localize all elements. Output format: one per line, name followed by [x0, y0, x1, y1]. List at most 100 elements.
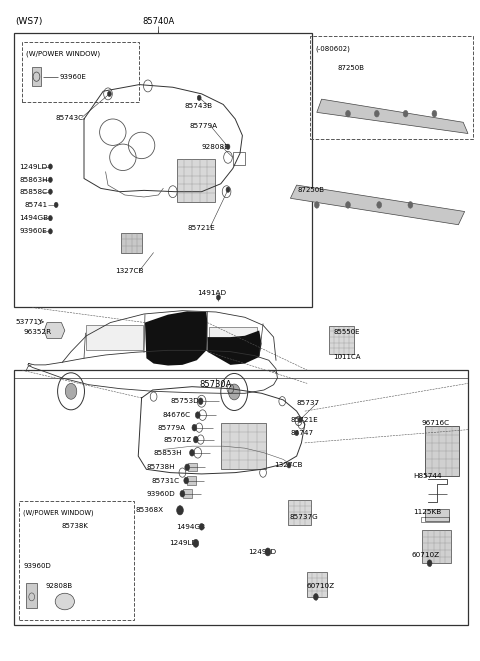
Bar: [209, 327, 257, 352]
Text: 96716C: 96716C: [421, 420, 450, 426]
Text: 1249LD: 1249LD: [249, 549, 277, 555]
Text: 85731C: 85731C: [151, 477, 180, 484]
Bar: [221, 423, 266, 469]
Bar: [177, 159, 215, 202]
Text: 92808B: 92808B: [202, 143, 230, 150]
Text: (WS7): (WS7): [15, 17, 43, 26]
Circle shape: [65, 383, 77, 399]
Text: 1249LD: 1249LD: [19, 163, 48, 170]
Bar: [14, 370, 468, 625]
Circle shape: [226, 144, 230, 149]
Bar: [307, 572, 327, 597]
Bar: [22, 42, 139, 102]
Text: 85741: 85741: [25, 202, 48, 208]
Circle shape: [295, 430, 299, 436]
Ellipse shape: [55, 594, 74, 609]
Text: 60710Z: 60710Z: [306, 583, 335, 590]
Text: 1327CB: 1327CB: [275, 462, 303, 469]
Text: 85738H: 85738H: [146, 464, 175, 471]
Bar: [86, 325, 143, 350]
Circle shape: [228, 384, 240, 400]
Text: 53771Y: 53771Y: [15, 319, 43, 325]
Text: 85737: 85737: [297, 400, 320, 407]
Text: 93960D: 93960D: [146, 490, 175, 497]
Text: 85779A: 85779A: [190, 122, 218, 129]
Bar: [26, 583, 37, 608]
Bar: [121, 233, 142, 253]
Bar: [187, 476, 196, 485]
Bar: [14, 33, 312, 307]
Circle shape: [313, 594, 318, 600]
Text: 1494GB: 1494GB: [177, 524, 206, 530]
Text: 84676C: 84676C: [162, 412, 191, 418]
Text: 1327CB: 1327CB: [115, 268, 144, 274]
Text: 1011CA: 1011CA: [334, 354, 361, 360]
Circle shape: [198, 398, 203, 405]
Text: (-080602): (-080602): [315, 45, 350, 52]
Circle shape: [403, 110, 408, 117]
Circle shape: [346, 202, 350, 208]
Circle shape: [374, 110, 379, 117]
Text: 85550E: 85550E: [334, 329, 360, 335]
Text: 96352R: 96352R: [23, 329, 51, 335]
Text: 92808B: 92808B: [46, 582, 73, 589]
Bar: [422, 530, 451, 563]
Circle shape: [298, 417, 302, 422]
Circle shape: [377, 202, 382, 208]
Circle shape: [180, 490, 185, 497]
Text: 85740A: 85740A: [142, 17, 175, 26]
Circle shape: [184, 477, 189, 484]
Circle shape: [216, 295, 220, 300]
Circle shape: [287, 463, 291, 468]
Text: 85863H: 85863H: [19, 176, 48, 183]
Polygon shape: [317, 99, 468, 134]
Text: 87250B: 87250B: [298, 186, 324, 193]
Text: 60710Z: 60710Z: [412, 552, 440, 559]
Bar: [329, 326, 354, 354]
Circle shape: [48, 229, 52, 234]
Text: 85721E: 85721E: [290, 416, 318, 423]
Circle shape: [314, 202, 319, 208]
Circle shape: [226, 187, 230, 192]
Bar: [19, 501, 134, 620]
Circle shape: [432, 110, 437, 117]
Text: 85743B: 85743B: [185, 102, 213, 109]
Text: 1125KB: 1125KB: [413, 509, 441, 516]
Circle shape: [199, 524, 204, 530]
Circle shape: [54, 202, 58, 208]
Text: 85858C: 85858C: [19, 188, 48, 195]
Circle shape: [185, 464, 190, 471]
Text: 85853H: 85853H: [154, 449, 182, 456]
Circle shape: [192, 424, 197, 431]
Circle shape: [48, 177, 52, 182]
Polygon shape: [290, 185, 465, 225]
Circle shape: [108, 91, 111, 97]
Circle shape: [193, 539, 199, 547]
Text: 85738K: 85738K: [61, 523, 88, 529]
Text: 87250B: 87250B: [337, 65, 364, 71]
Bar: [425, 426, 459, 476]
Circle shape: [195, 412, 200, 418]
Circle shape: [346, 110, 350, 117]
Text: 85753D: 85753D: [170, 398, 199, 405]
Text: 93960E: 93960E: [19, 228, 47, 235]
Text: 93960E: 93960E: [59, 74, 86, 81]
Text: 85779A: 85779A: [157, 424, 186, 431]
Text: (W/POWER WINDOW): (W/POWER WINDOW): [23, 510, 94, 516]
Bar: [425, 509, 449, 521]
Bar: [288, 500, 311, 525]
Bar: [32, 67, 41, 86]
Text: H85744: H85744: [413, 473, 442, 479]
Bar: [146, 323, 205, 350]
Circle shape: [48, 189, 52, 194]
Text: 1494GB: 1494GB: [19, 215, 48, 221]
Circle shape: [48, 215, 52, 221]
Text: (W/POWER WINDOW): (W/POWER WINDOW): [26, 50, 100, 57]
Circle shape: [190, 449, 194, 456]
Circle shape: [197, 95, 201, 100]
Text: 85368X: 85368X: [135, 507, 164, 514]
Bar: [183, 489, 192, 498]
Text: 85730A: 85730A: [200, 380, 232, 389]
Text: 85743C: 85743C: [55, 114, 84, 121]
Text: 93960D: 93960D: [24, 563, 52, 569]
